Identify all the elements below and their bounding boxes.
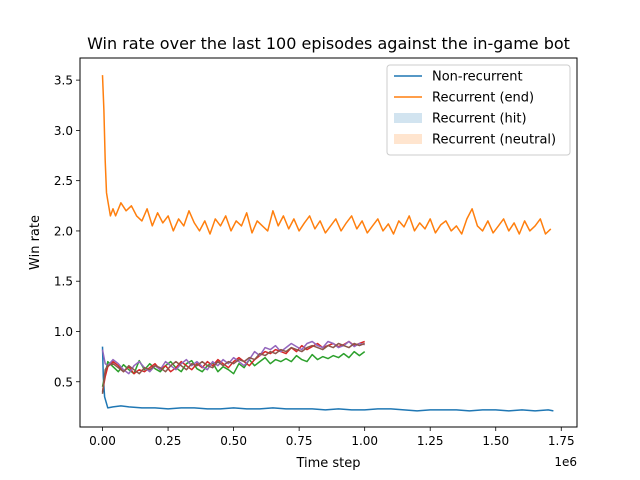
legend-patch-swatch	[394, 134, 422, 144]
x-axis: 0.00 0.25 0.50 0.75 1.00 1.25 1.50 1.75	[89, 427, 575, 448]
x-axis-offset-label: 1e6	[554, 455, 577, 469]
series-line-6	[101, 342, 365, 394]
series-line-1	[101, 346, 554, 412]
x-tick-label: 0.50	[220, 434, 247, 448]
y-tick-label: 0.5	[54, 375, 73, 389]
chart-title: Win rate over the last 100 episodes agai…	[87, 34, 570, 53]
y-tick-label: 2.5	[54, 174, 73, 188]
legend: Non-recurrent Recurrent (end) Recurrent (h…	[386, 64, 571, 156]
plot-frame	[79, 57, 578, 428]
y-axis-label: Win rate	[28, 215, 43, 270]
x-tick-label: 1.50	[482, 434, 509, 448]
x-tick-label: 0.25	[155, 434, 182, 448]
x-tick-label: 1.75	[548, 434, 575, 448]
series-line-5	[101, 340, 365, 375]
x-axis-label: Time step	[295, 456, 360, 471]
legend-label: Non-recurrent	[432, 70, 523, 85]
y-axis: 0.5 1.0 1.5 2.0 2.5 3.0 3.5	[54, 74, 80, 389]
legend-box	[386, 64, 571, 156]
x-tick-label: 0.00	[89, 434, 116, 448]
x-tick-label: 1.25	[417, 434, 444, 448]
y-tick-label: 1.5	[54, 275, 73, 289]
legend-patch-swatch	[394, 113, 422, 123]
x-tick-label: 1.00	[351, 434, 378, 448]
legend-label: Recurrent (hit)	[432, 112, 527, 127]
series-layer	[101, 75, 554, 412]
y-tick-label: 1.0	[54, 325, 73, 339]
legend-label: Recurrent (neutral)	[432, 133, 556, 148]
x-tick-label: 0.75	[286, 434, 313, 448]
series-line-2	[101, 75, 552, 235]
y-tick-label: 3.0	[54, 124, 73, 138]
legend-label: Recurrent (end)	[432, 91, 534, 106]
y-tick-label: 3.5	[54, 74, 73, 88]
y-tick-label: 2.0	[54, 224, 73, 238]
